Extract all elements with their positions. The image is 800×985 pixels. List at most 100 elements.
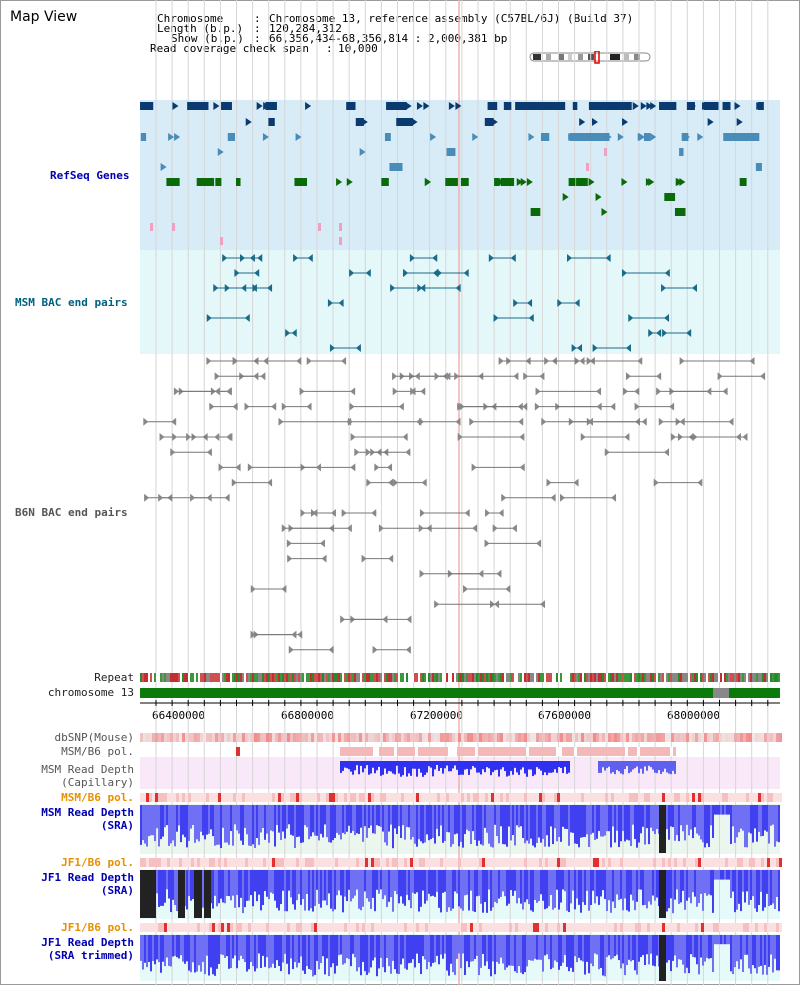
msm-pol-segment bbox=[622, 747, 625, 756]
msm-sra-depth-bar bbox=[386, 805, 388, 846]
msm-sra-depth-bar bbox=[720, 805, 722, 815]
msm-cap-depth-bar bbox=[674, 761, 676, 774]
jf1-trim-depth-bar bbox=[672, 935, 674, 961]
msm-cap-depth-bar bbox=[422, 761, 424, 777]
dbsnp-segment bbox=[512, 733, 515, 742]
msm-cap-depth-bar bbox=[536, 761, 538, 768]
jf1-trim-depth-bar bbox=[360, 935, 362, 976]
msm-bac-end bbox=[327, 299, 333, 307]
dbsnp-segment bbox=[266, 733, 269, 742]
repeat-segment bbox=[492, 673, 494, 682]
jf1-trim-depth-bar bbox=[564, 935, 566, 956]
msm-cap-depth-bar bbox=[404, 761, 406, 768]
jf1-trim-depth-bar bbox=[310, 935, 312, 970]
repeat-segment bbox=[264, 673, 266, 682]
msm-pol-segment bbox=[565, 747, 568, 756]
b6n-bac-end bbox=[297, 630, 303, 639]
repeat-segment bbox=[282, 673, 284, 682]
dbsnp-segment bbox=[719, 733, 722, 742]
jf1-sra-depth-bar bbox=[328, 870, 330, 894]
msm-sra-depth-bar bbox=[702, 805, 704, 843]
jf1-trim-pol-segment bbox=[245, 923, 248, 932]
repeat-segment bbox=[746, 673, 748, 682]
msm-sra-pol-segment bbox=[557, 793, 560, 802]
jf1-pol-segment bbox=[557, 858, 560, 867]
repeat-segment bbox=[452, 673, 454, 682]
msm-pol-segment bbox=[379, 747, 382, 756]
dbsnp-segment bbox=[386, 733, 389, 742]
jf1-pol-segment bbox=[758, 858, 761, 867]
dbsnp-segment bbox=[350, 733, 353, 742]
repeat-segment bbox=[342, 673, 344, 682]
chromosome-ideogram[interactable] bbox=[528, 51, 652, 65]
jf1-sra-depth-bar bbox=[536, 870, 538, 903]
msm-sra-pol-segment bbox=[320, 793, 323, 802]
msm-sra-depth-bar bbox=[562, 805, 564, 827]
msm-sra-pol-segment bbox=[290, 793, 293, 802]
jf1-trim-depth-bar bbox=[220, 935, 222, 955]
jf1-trim-pol-segment bbox=[452, 923, 455, 932]
repeat-segment bbox=[730, 673, 732, 682]
jf1-trim-depth-bar bbox=[586, 935, 588, 962]
msm-sra-pol-segment bbox=[179, 793, 182, 802]
refseq-gene-block bbox=[381, 178, 389, 186]
msm-sra-depth-bar bbox=[328, 805, 330, 843]
jf1-trim-pol-segment bbox=[518, 923, 521, 932]
msm-sra-depth-bar bbox=[756, 805, 758, 842]
jf1-trim-depth-bar bbox=[590, 935, 592, 964]
b6n-bac-end bbox=[579, 357, 585, 365]
jf1-sra-depth-bar bbox=[462, 870, 464, 911]
dbsnp-segment bbox=[677, 733, 680, 742]
jf1-trim-depth-bar bbox=[254, 935, 256, 972]
msm-sra-pol-segment bbox=[758, 793, 761, 802]
jf1-trim-depth-bar bbox=[628, 935, 630, 960]
jf1-trim-depth-bar bbox=[344, 935, 346, 964]
repeat-segment bbox=[756, 673, 758, 682]
b6n-bac-end bbox=[186, 433, 192, 441]
msm-pol-segment bbox=[406, 747, 409, 756]
dbsnp-segment bbox=[335, 733, 338, 742]
jf1-trim-pol-segment bbox=[569, 923, 572, 932]
dbsnp-segment bbox=[497, 733, 500, 742]
msm-sra-pol-segment bbox=[560, 793, 563, 802]
msm-sra-pol-segment bbox=[722, 793, 725, 802]
msm-sra-pol-segment bbox=[347, 793, 350, 802]
refseq-gene-arrow bbox=[586, 133, 593, 141]
msm-cap-depth-bar bbox=[376, 761, 378, 771]
track-label-jf1-b6-pol-2: JF1/B6 pol. bbox=[61, 921, 134, 934]
msm-sra-pol-segment bbox=[554, 793, 557, 802]
b6n-bac-end bbox=[519, 433, 525, 441]
jf1-pol-segment bbox=[716, 858, 719, 867]
msm-sra-pol-segment bbox=[305, 793, 308, 802]
msm-sra-pol-segment bbox=[455, 793, 458, 802]
jf1-sra-depth-bar bbox=[386, 870, 388, 907]
msm-bac-end bbox=[234, 269, 240, 277]
repeat-segment bbox=[454, 673, 456, 682]
jf1-sra-depth-bar bbox=[174, 870, 176, 906]
dbsnp-segment bbox=[608, 733, 611, 742]
refseq-gene-arrow bbox=[423, 102, 430, 110]
jf1-sra-depth-bar bbox=[478, 870, 480, 896]
dbsnp-segment bbox=[209, 733, 212, 742]
msm-cap-depth-bar bbox=[360, 761, 362, 766]
msm-sra-depth-bar bbox=[648, 805, 650, 845]
msm-cap-depth-bar bbox=[454, 761, 456, 766]
msm-pol-segment bbox=[673, 747, 676, 756]
jf1-pol-segment bbox=[530, 858, 533, 867]
repeat-segment bbox=[312, 673, 314, 682]
msm-sra-pol-segment bbox=[512, 793, 515, 802]
dbsnp-segment bbox=[560, 733, 563, 742]
b6n-bac-end bbox=[420, 387, 426, 396]
msm-bac-end bbox=[239, 254, 245, 262]
msm-bac-end bbox=[365, 269, 371, 277]
msm-pol-segment bbox=[598, 747, 601, 756]
msm-cap-depth-bar bbox=[496, 761, 498, 770]
jf1-sra-depth-bar bbox=[696, 870, 698, 907]
b6n-bac-end bbox=[350, 463, 356, 472]
jf1-sra-depth-bar bbox=[442, 870, 444, 893]
msm-sra-depth-bar bbox=[448, 805, 450, 833]
msm-cap-depth-bar bbox=[416, 761, 418, 777]
repeat-segment bbox=[554, 673, 556, 682]
msm-pol-segment bbox=[556, 747, 559, 756]
